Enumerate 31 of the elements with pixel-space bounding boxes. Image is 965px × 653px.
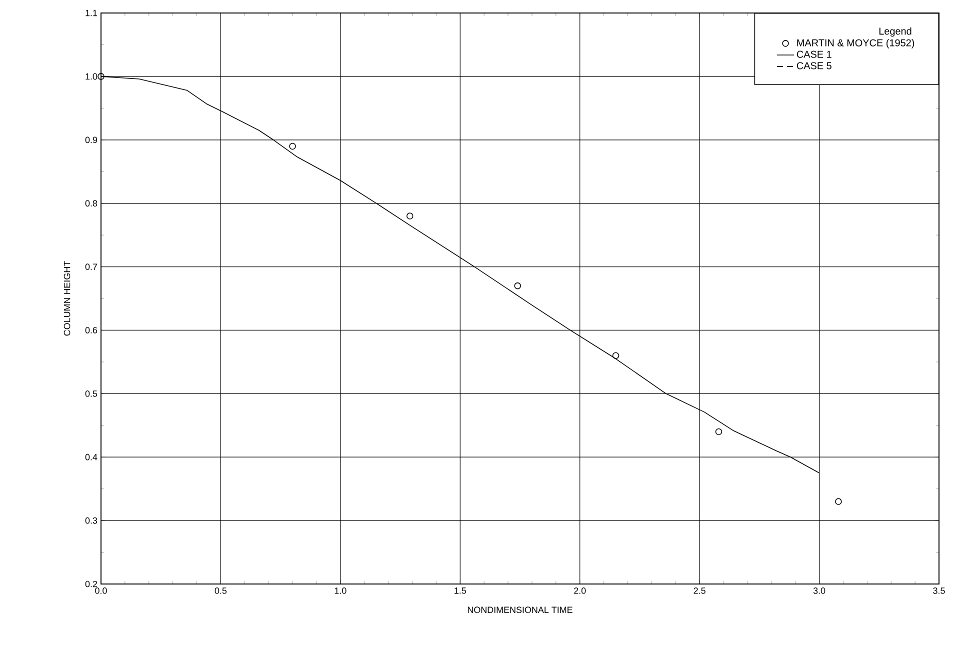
- point: [835, 498, 842, 505]
- y-tick-label: 0.6: [85, 327, 98, 334]
- y-tick-label: 0.5: [85, 390, 98, 397]
- y-axis-title: COLUMN HEIGHT: [64, 261, 70, 336]
- x-tick-label: 1.5: [454, 588, 466, 594]
- x-tick-label: 0.5: [214, 588, 227, 594]
- point: [289, 142, 296, 150]
- y-tick-label: 0.2: [85, 580, 98, 588]
- legend-label: CASE 1: [796, 50, 832, 58]
- y-tick-label: 1.0: [86, 73, 98, 80]
- x-axis-title: NONDIMENSIONAL TIME: [468, 606, 572, 614]
- legend-label: MARTIN & MOYCE (1952): [797, 39, 914, 48]
- y-tick-label: 0.3: [85, 517, 98, 524]
- point: [612, 352, 620, 359]
- x-tick-label: 0.0: [95, 588, 107, 594]
- x-tick-label: 3.5: [933, 588, 945, 594]
- point: [514, 282, 521, 290]
- x-tick-label: 3.0: [813, 588, 826, 594]
- y-tick-label: 0.9: [85, 136, 98, 144]
- y-tick-label: 0.7: [85, 264, 98, 270]
- y-tick-label: 0.8: [85, 200, 98, 207]
- point: [406, 212, 414, 220]
- x-tick-label: 1.0: [334, 588, 346, 594]
- x-tick-label: 2.0: [574, 588, 586, 594]
- y-tick-label: 1.1: [86, 10, 98, 16]
- y-tick-label: 0.4: [85, 454, 98, 460]
- point: [98, 73, 104, 80]
- point: [715, 428, 722, 436]
- legend-title: Legend: [879, 27, 912, 37]
- legend-label: CASE 5: [796, 62, 832, 70]
- x-tick-label: 2.5: [694, 588, 706, 594]
